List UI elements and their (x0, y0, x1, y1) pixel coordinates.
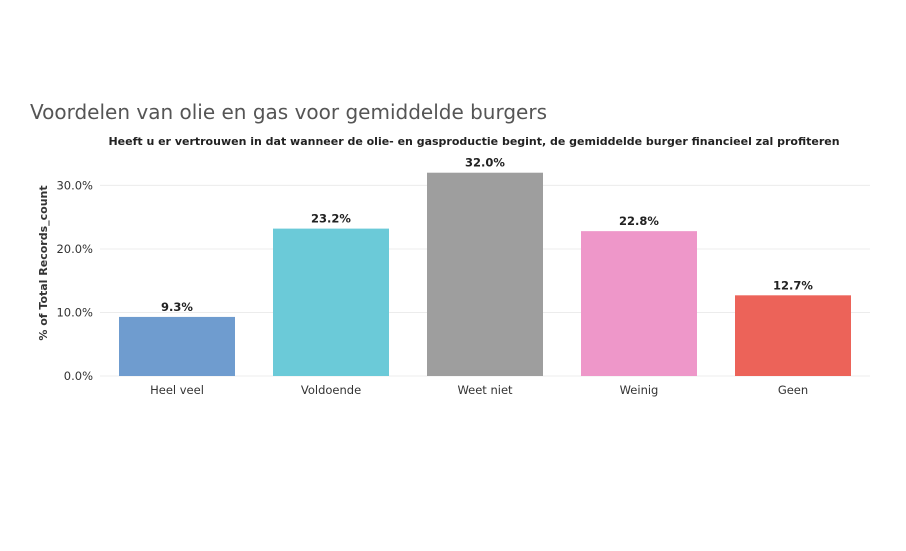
bar (273, 228, 389, 376)
chart-subtitle: Heeft u er vertrouwen in dat wanneer de … (108, 135, 839, 148)
y-tick-label: 30.0% (56, 178, 93, 192)
x-tick-label: Voldoende (301, 383, 361, 397)
data-label: 22.8% (619, 214, 659, 228)
x-tick-label: Heel veel (150, 383, 204, 397)
y-tick-label: 0.0% (64, 369, 93, 383)
x-tick-label: Weet niet (457, 383, 513, 397)
data-labels: 9.3% 23.2% 32.0% 22.8% 12.7% (161, 156, 813, 314)
data-label: 12.7% (773, 278, 813, 292)
bar (735, 295, 851, 376)
page-title: Voordelen van olie en gas voor gemiddeld… (30, 100, 547, 124)
x-tick-label: Geen (778, 383, 808, 397)
x-tick-label: Weinig (620, 383, 659, 397)
bar (119, 316, 235, 376)
bar (581, 231, 697, 376)
data-label: 9.3% (161, 300, 193, 314)
y-tick-label: 10.0% (56, 305, 93, 319)
bars (119, 172, 851, 376)
y-axis-title: % of Total Records_count (37, 185, 50, 340)
y-axis-ticks: 0.0% 10.0% 20.0% 30.0% (56, 178, 93, 383)
data-label: 23.2% (311, 212, 351, 226)
bar (427, 172, 543, 376)
data-label: 32.0% (465, 156, 505, 170)
x-axis-categories: Heel veel Voldoende Weet niet Weinig Geen (150, 383, 808, 397)
y-tick-label: 20.0% (56, 242, 93, 256)
